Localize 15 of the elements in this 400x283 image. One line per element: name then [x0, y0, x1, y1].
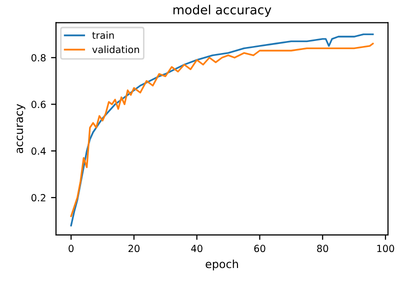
- x-tick-label: 20: [128, 244, 140, 252]
- x-axis-title: epoch: [206, 260, 238, 270]
- x-tick-label: 80: [317, 244, 328, 252]
- y-tick-label: 0.2: [31, 194, 46, 202]
- y-axis-title: accuracy: [16, 104, 26, 154]
- x-tick-label: 100: [377, 244, 394, 252]
- y-tick-label: 0.6: [31, 100, 46, 108]
- legend-label: validation: [92, 46, 140, 54]
- x-tick-label: 0: [68, 244, 74, 252]
- y-tick-label: 0.4: [31, 147, 46, 155]
- y-tick-label: 0.8: [31, 54, 46, 62]
- x-tick-label: 40: [191, 244, 202, 252]
- legend-label: train: [92, 31, 114, 39]
- x-tick-label: 60: [254, 244, 266, 252]
- chart-title: model accuracy: [173, 4, 272, 17]
